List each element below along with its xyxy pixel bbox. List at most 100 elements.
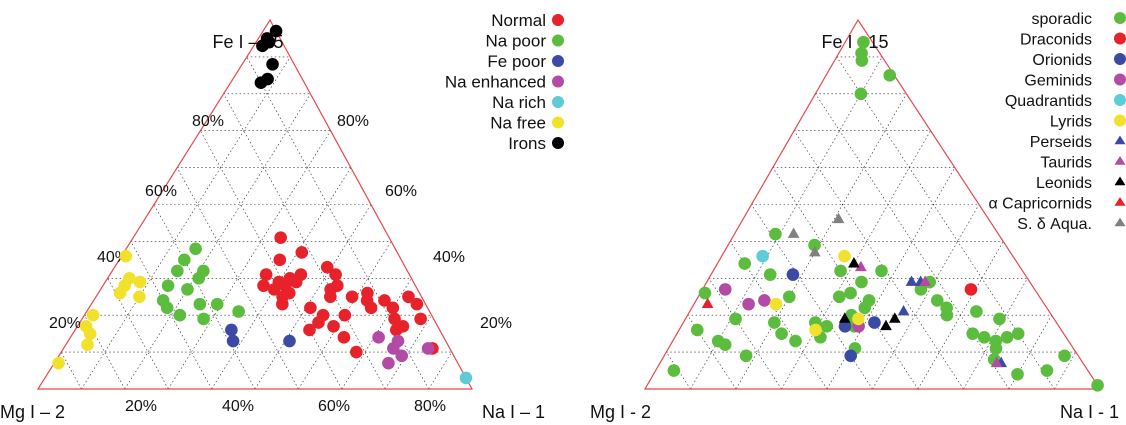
data-point: [83, 327, 97, 340]
grid-line-na: [735, 93, 907, 390]
data-point: [345, 290, 359, 304]
legend-marker: [552, 34, 564, 47]
data-point: [197, 312, 210, 326]
legend-label: Taurids: [1040, 155, 1092, 172]
grid-line-na: [167, 130, 331, 390]
data-point: [844, 286, 857, 300]
grid-line-mg: [223, 93, 386, 390]
data-point: [372, 331, 385, 344]
data-point: [192, 272, 206, 285]
tick-bottom-40: 40%: [222, 398, 254, 415]
grid-line-na: [872, 204, 980, 390]
grid-line-na: [81, 56, 291, 390]
tick-left-60: 60%: [145, 183, 177, 200]
data-point: [421, 342, 435, 355]
grid-line-na: [298, 241, 392, 390]
legend-marker: [552, 137, 564, 149]
data-point: [729, 312, 742, 326]
grid-line-na: [963, 278, 1028, 390]
data-point: [739, 349, 753, 363]
data-point: [226, 334, 240, 348]
data-point: [808, 238, 821, 252]
grid-line-mg: [246, 56, 429, 390]
data-point: [966, 327, 979, 340]
grid-line-mg: [200, 130, 343, 390]
data-point: [304, 301, 317, 315]
legend-label: S. δ Aqua.: [1017, 216, 1092, 233]
legend-label: sporadic: [1032, 11, 1092, 28]
legend-marker: [1114, 135, 1126, 145]
data-point: [225, 323, 238, 337]
data-point: [718, 283, 732, 296]
data-point: [738, 257, 752, 270]
grid-line-na: [428, 351, 453, 390]
data-point: [914, 283, 928, 296]
data-point: [210, 297, 224, 311]
triangle-outline: [643, 18, 1102, 390]
data-point: [701, 297, 714, 309]
data-point: [855, 260, 867, 272]
data-point: [294, 268, 308, 281]
data-point: [274, 231, 287, 245]
grid-line-mg: [708, 278, 782, 390]
legend-marker: [1114, 12, 1126, 24]
grid-line-mg: [815, 93, 1010, 390]
data-point: [133, 290, 146, 304]
vertex-label-right: Na I – 1: [482, 402, 545, 422]
data-point: [970, 305, 983, 318]
data-point: [402, 290, 415, 304]
data-point: [282, 286, 296, 300]
data-point: [283, 334, 296, 348]
legend-label: Lyrids: [1050, 114, 1092, 131]
data-point: [690, 323, 704, 337]
legend-label: Na poor: [486, 32, 547, 51]
legend-label: Geminids: [1024, 73, 1092, 90]
grid-line-mg: [687, 315, 737, 390]
data-point: [410, 297, 424, 311]
data-point: [173, 308, 187, 322]
data-point: [838, 249, 851, 263]
data-point: [782, 290, 796, 304]
vertex-label-left: Mg I - 2: [590, 402, 651, 422]
data-point: [259, 268, 273, 281]
data-point: [848, 257, 860, 268]
grid-line-mg: [130, 241, 212, 390]
legend-right: sporadic Draconids Orionids Geminids Quadran…: [988, 11, 1126, 233]
legend-marker: [1114, 217, 1126, 227]
grid-line-na: [917, 241, 1004, 390]
vertex-label-right: Na I - 1: [1060, 402, 1119, 422]
legend-marker: [1114, 197, 1126, 206]
data-point: [756, 249, 769, 263]
tick-bottom-80: 80%: [414, 398, 446, 415]
data-point: [395, 349, 409, 363]
data-point: [350, 345, 363, 359]
data-point: [789, 334, 802, 348]
data-point: [769, 227, 782, 241]
triangle-outline: [36, 18, 474, 390]
data-point: [386, 301, 400, 315]
data-point: [303, 323, 316, 337]
data-point: [193, 297, 207, 311]
data-point: [809, 323, 822, 337]
data-point: [883, 69, 897, 82]
data-point: [295, 246, 309, 259]
legend-label: Na enhanced: [445, 73, 546, 92]
grid-line-na: [1054, 351, 1077, 390]
data-point: [1040, 364, 1054, 377]
data-point: [272, 275, 286, 289]
data-point: [378, 294, 391, 307]
legend-marker: [552, 116, 564, 129]
data-point: [832, 212, 845, 224]
tick-left-20: 20%: [49, 315, 81, 332]
data-point: [338, 308, 352, 322]
legend-label: Irons: [508, 134, 546, 153]
data-point: [320, 260, 334, 274]
tick-right-20: 20%: [480, 315, 512, 332]
data-point: [786, 268, 800, 281]
tick-left-80: 80%: [192, 113, 224, 130]
data-point: [698, 286, 712, 300]
data-point: [337, 331, 351, 344]
data-point: [769, 297, 783, 311]
grid-line-mg: [729, 241, 828, 390]
